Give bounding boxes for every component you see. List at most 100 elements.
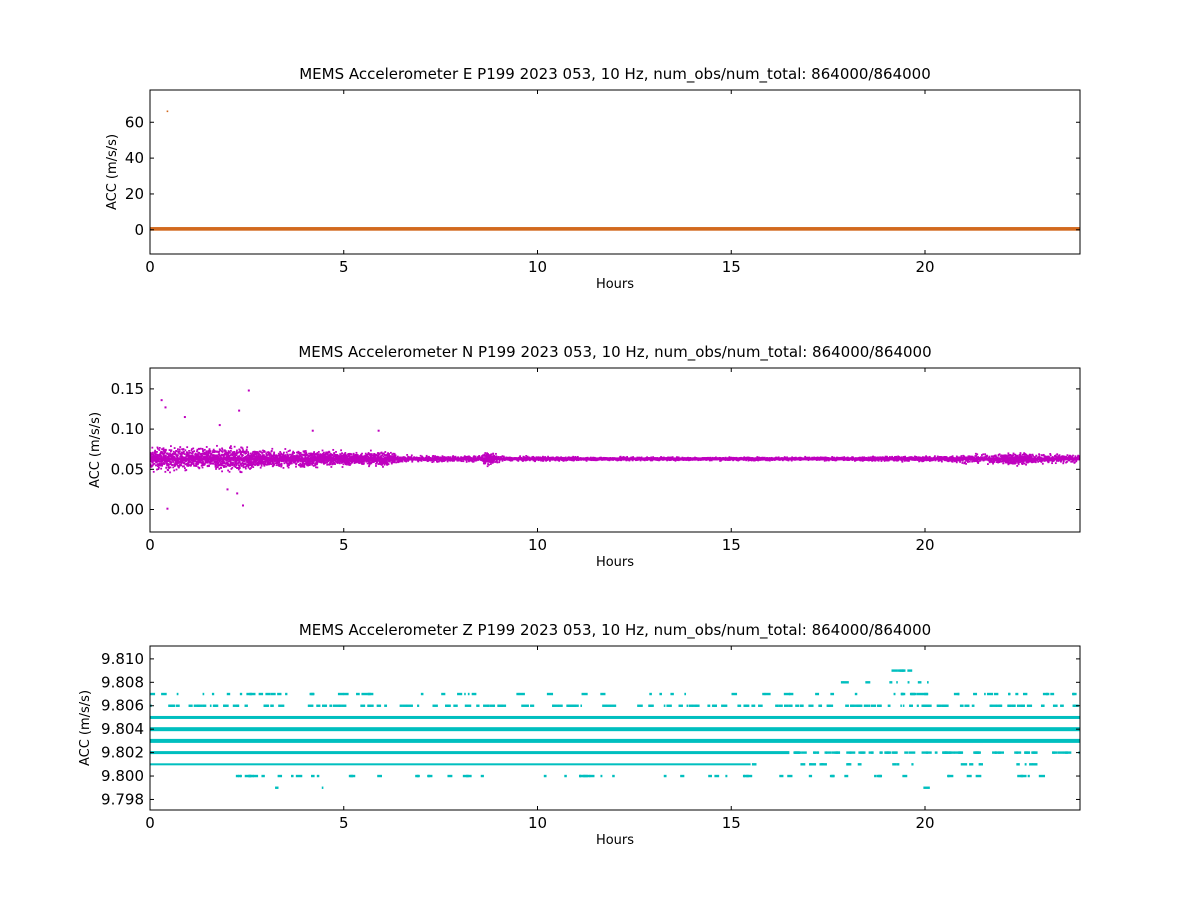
- data-point: [273, 454, 276, 457]
- data-point: [242, 449, 244, 451]
- data-point: [349, 453, 351, 456]
- data-point: [257, 461, 260, 464]
- data-point: [240, 471, 243, 474]
- data-point: [261, 461, 263, 464]
- data-point: [720, 459, 722, 462]
- data-point: [166, 464, 169, 467]
- data-point: [754, 459, 757, 461]
- data-point: [207, 460, 210, 462]
- data-point: [442, 457, 444, 460]
- data-point: [273, 460, 276, 462]
- data-point: [186, 451, 189, 454]
- data-point: [471, 460, 474, 463]
- data-point: [283, 451, 285, 454]
- data-point: [683, 457, 686, 459]
- data-point: [622, 457, 624, 460]
- data-point: [234, 454, 237, 457]
- data-point: [280, 462, 283, 465]
- data-point: [194, 464, 197, 467]
- data-point: [356, 457, 358, 459]
- data-point: [724, 456, 727, 459]
- data-point: [881, 456, 884, 459]
- data-point: [246, 461, 249, 464]
- data-point: [427, 458, 430, 460]
- data-point: [265, 454, 268, 457]
- data-point: [470, 457, 473, 460]
- data-point: [501, 455, 504, 458]
- data-point: [338, 456, 341, 458]
- data-point: [292, 455, 295, 457]
- data-point: [393, 457, 396, 460]
- data-point: [225, 451, 228, 454]
- data-point: [337, 459, 340, 462]
- data-point: [905, 458, 908, 461]
- data-point: [897, 459, 900, 462]
- data-point: [871, 457, 874, 460]
- data-point: [462, 457, 464, 460]
- data-point: [490, 453, 493, 456]
- data-point: [313, 457, 316, 460]
- data-point: [303, 462, 305, 465]
- data-point: [249, 464, 251, 467]
- data-point: [894, 457, 897, 460]
- data-point: [329, 462, 331, 464]
- data-point: [618, 458, 621, 461]
- data-point: [393, 460, 396, 462]
- data-point: [295, 454, 298, 457]
- data-point: [312, 460, 315, 463]
- data-point: [913, 459, 916, 461]
- data-point: [187, 463, 190, 466]
- data-point: [584, 458, 587, 461]
- data-point: [876, 456, 879, 459]
- data-point: [156, 454, 159, 457]
- data-point: [257, 458, 260, 461]
- data-point: [472, 458, 475, 461]
- data-point: [328, 457, 331, 459]
- data-point: [368, 461, 370, 464]
- data-point: [745, 459, 748, 462]
- data-point: [451, 459, 454, 462]
- data-point: [329, 457, 332, 460]
- data-point: [185, 462, 188, 465]
- data-point: [357, 457, 360, 460]
- data-point: [344, 459, 347, 462]
- data-point: [375, 459, 378, 462]
- data-point: [540, 459, 543, 462]
- data-point: [489, 463, 492, 465]
- data-point: [218, 453, 221, 456]
- data-point: [268, 458, 271, 461]
- data-point: [398, 459, 401, 461]
- data-point: [516, 459, 519, 462]
- data-point: [517, 459, 520, 462]
- data-point: [357, 455, 360, 458]
- data-point: [488, 460, 490, 463]
- data-point: [542, 459, 545, 462]
- data-point: [305, 451, 308, 454]
- data-point: [163, 460, 166, 463]
- data-point: [441, 460, 443, 463]
- data-point: [428, 455, 430, 458]
- data-point: [339, 453, 342, 456]
- data-point: [572, 455, 575, 458]
- data-point: [879, 456, 881, 459]
- data-point: [272, 453, 275, 456]
- data-point: [216, 457, 219, 460]
- data-point: [229, 461, 232, 464]
- data-point: [197, 458, 200, 461]
- data-point: [326, 453, 329, 456]
- data-point: [435, 457, 438, 460]
- data-point: [418, 458, 421, 461]
- data-point: [329, 454, 331, 457]
- data-point: [904, 455, 907, 458]
- data-point: [218, 463, 221, 466]
- data-point: [325, 459, 328, 461]
- data-point: [235, 456, 237, 459]
- data-point: [233, 463, 236, 466]
- data-point: [356, 453, 358, 456]
- data-point: [365, 455, 368, 458]
- data-point: [227, 469, 230, 472]
- data-point: [304, 462, 307, 465]
- data-point: [854, 459, 857, 462]
- data-point: [167, 466, 170, 468]
